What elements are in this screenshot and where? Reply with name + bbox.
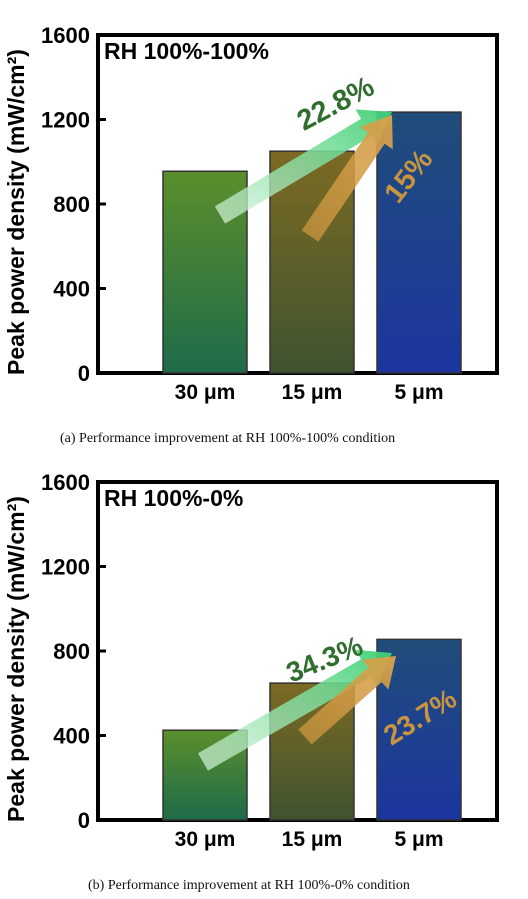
y-tick-label: 400 (53, 277, 90, 302)
y-tick-label: 1200 (41, 108, 90, 133)
caption-b: (b) Performance improvement at RH 100%-0… (88, 878, 410, 893)
caption-a: (a) Performance improvement at RH 100%-1… (60, 431, 395, 446)
x-tick-label: 15 μm (282, 828, 343, 851)
chart-a: 0 400 800 1200 1600 Peak power density (mW/cm… (3, 23, 499, 446)
y-tick-label: 1600 (41, 23, 90, 48)
bar (376, 111, 462, 374)
condition-annotation: RH 100%-0% (104, 485, 243, 511)
improvement-arrow-green (198, 649, 392, 771)
x-tick-label: 5 μm (394, 828, 443, 851)
y-tick-label: 0 (78, 808, 90, 833)
improvement-arrow-green (214, 109, 392, 224)
chart-b: 0 400 800 1200 1600 Peak power density (mW/cm… (3, 470, 499, 893)
improvement-arrow-orange (301, 115, 393, 242)
improvement-arrow-orange (298, 656, 396, 745)
chart-panel-a: 0 400 800 1200 1600 Peak power density (mW/cm… (0, 0, 528, 447)
y-tick-label: 400 (53, 724, 90, 749)
x-tick-label: 15 μm (282, 381, 343, 404)
y-axis-label: Peak power density (mW/cm²) (3, 496, 29, 822)
y-tick-label: 0 (78, 361, 90, 386)
x-tick-label: 30 μm (175, 828, 236, 851)
y-tick-label: 800 (53, 639, 90, 664)
condition-annotation: RH 100%-100% (104, 38, 269, 64)
y-tick-label: 1200 (41, 555, 90, 580)
y-tick-label: 800 (53, 192, 90, 217)
x-tick-label: 30 μm (175, 381, 236, 404)
bar (376, 638, 462, 821)
y-axis-label: Peak power density (mW/cm²) (3, 49, 29, 375)
y-tick-label: 1600 (41, 470, 90, 495)
x-tick-label: 5 μm (394, 381, 443, 404)
chart-panel-b: 0 400 800 1200 1600 Peak power density (mW/cm… (0, 447, 528, 894)
